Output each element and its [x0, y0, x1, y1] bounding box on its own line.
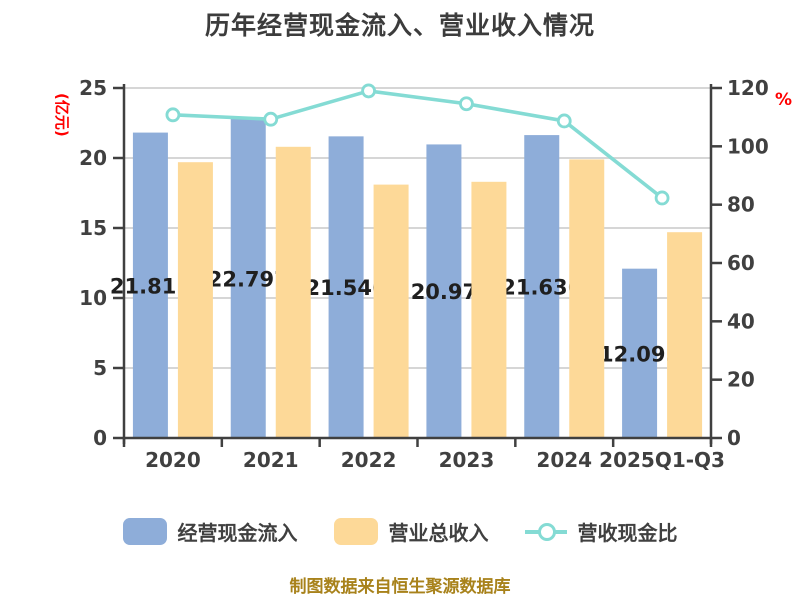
right-axis-unit-label: %	[775, 90, 792, 110]
x-category-label-2023: 2023	[439, 448, 495, 472]
ratio-marker-2025Q1-Q3	[654, 190, 670, 206]
bar-label-2024: 21.636	[501, 276, 582, 300]
bar-cash-inflow-2021	[230, 118, 266, 438]
bar-revenue-2022	[373, 184, 409, 438]
x-category-label-2022: 2022	[341, 448, 397, 472]
right-tick-label-20: 20	[727, 368, 755, 392]
bar-revenue-2021	[275, 146, 311, 439]
left-tick-label-0: 0	[93, 426, 107, 450]
right-tick-label-120: 120	[727, 76, 769, 100]
cash-inflow-swatch-icon	[122, 518, 167, 545]
bar-revenue-2024	[569, 159, 605, 438]
bar-label-2025Q1-Q3: 12.095	[599, 342, 680, 366]
ratio-marker-2023	[459, 96, 474, 112]
ratio-line-marker-icon	[524, 518, 567, 545]
bar-revenue-2025Q1-Q3	[667, 232, 703, 438]
bar-cash-inflow-2022	[328, 136, 364, 438]
x-category-label-2021: 2021	[243, 448, 299, 472]
legend-item-ratio[interactable]: 营收现金比	[524, 517, 678, 546]
legend-label-ratio: 营收现金比	[577, 521, 678, 545]
legend-label-revenue: 营业总收入	[388, 521, 489, 545]
left-tick-label-25: 25	[79, 76, 107, 100]
ratio-marker-2022	[361, 83, 376, 99]
bar-label-2021: 22.797	[208, 267, 289, 291]
right-tick-label-100: 100	[727, 134, 769, 158]
data-source-caption: 制图数据来自恒生聚源数据库	[289, 577, 511, 597]
left-tick-label-10: 10	[79, 286, 107, 310]
right-tick-label-40: 40	[727, 309, 755, 333]
bar-cash-inflow-2023	[426, 144, 462, 439]
chart-title: 历年经营现金流入、营业收入情况	[204, 11, 595, 40]
legend-item-revenue[interactable]: 营业总收入	[333, 517, 489, 546]
left-tick-label-5: 5	[93, 356, 107, 380]
bar-revenue-2023	[471, 181, 507, 439]
x-category-label-2024: 2024	[536, 448, 592, 472]
right-tick-label-80: 80	[727, 193, 755, 217]
left-tick-label-15: 15	[79, 216, 107, 240]
bar-cash-inflow-2024	[524, 135, 560, 438]
bar-label-2023: 20.97	[411, 280, 477, 304]
ratio-line	[172, 89, 664, 200]
legend: 经营现金流入 营业总收入 营收现金比	[0, 517, 800, 546]
ratio-marker-2020	[165, 107, 181, 123]
ratio-marker-2021	[263, 111, 279, 127]
left-tick-label-20: 20	[79, 146, 107, 170]
right-tick-label-60: 60	[727, 251, 755, 275]
revenue-swatch-icon	[333, 518, 378, 545]
bar-revenue-2020	[177, 162, 213, 438]
ratio-marker-2024	[556, 113, 572, 129]
x-category-label-2025Q1-Q3: 2025Q1-Q3	[599, 448, 725, 472]
right-tick-label-0: 0	[727, 426, 741, 450]
bar-cash-inflow-2020	[132, 132, 168, 438]
bar-cash-inflow-2025Q1-Q3	[622, 268, 658, 438]
legend-label-cash-inflow: 经营现金流入	[177, 521, 298, 545]
legend-item-cash-inflow[interactable]: 经营现金流入	[122, 517, 298, 546]
x-category-label-2020: 2020	[145, 448, 201, 472]
left-axis-unit-label: (亿元)	[53, 93, 71, 137]
bar-label-2022: 21.546	[306, 276, 387, 300]
